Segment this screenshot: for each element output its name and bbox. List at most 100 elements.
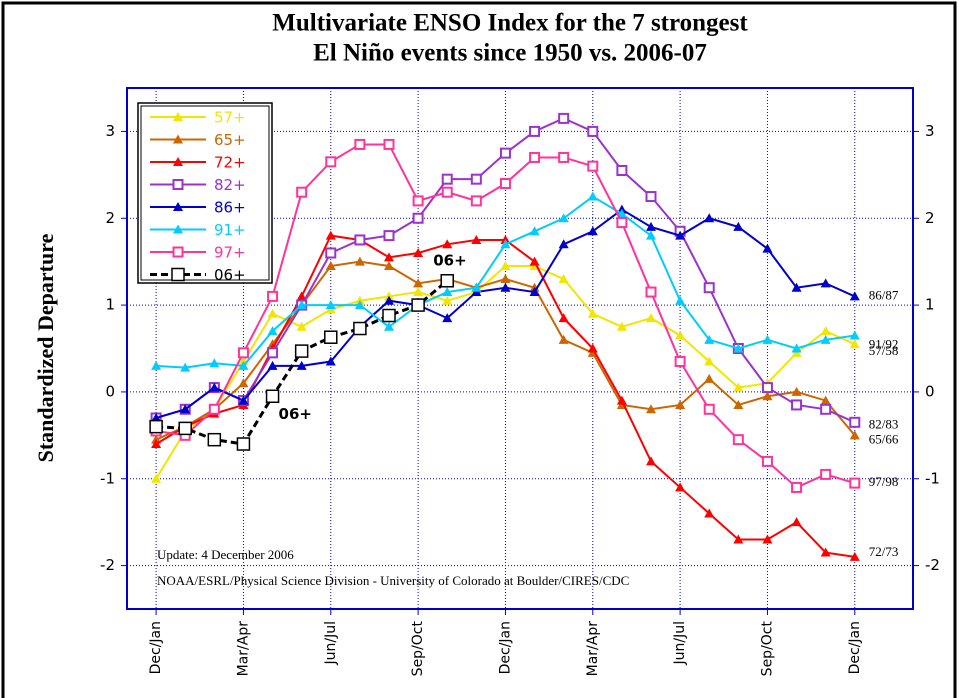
marker [151, 360, 162, 370]
marker [558, 334, 569, 344]
marker [265, 389, 280, 404]
marker [849, 291, 860, 301]
marker [558, 213, 569, 223]
legend-marker [173, 224, 183, 234]
marker [558, 239, 569, 249]
marker [151, 439, 162, 449]
legend-item: 97+ [150, 244, 246, 262]
marker [296, 300, 307, 310]
y-tick-label: 2 [925, 209, 935, 227]
marker [296, 186, 308, 198]
marker [820, 395, 831, 405]
marker [354, 234, 366, 246]
marker [325, 356, 336, 366]
y-axis-label: Standardized Departure [33, 233, 58, 462]
legend-item: 82+ [150, 176, 246, 194]
marker [500, 282, 511, 292]
marker [354, 256, 365, 266]
marker [413, 278, 424, 288]
marker [791, 481, 803, 493]
marker [470, 195, 482, 207]
marker [616, 321, 627, 331]
marker [704, 213, 715, 223]
marker [733, 343, 744, 353]
marker [675, 230, 686, 240]
marker [180, 362, 191, 372]
marker [820, 468, 832, 480]
marker [616, 164, 628, 176]
marker [675, 295, 686, 305]
marker [384, 261, 394, 271]
marker [529, 125, 541, 137]
x-tick-label: Sep/Oct [410, 620, 426, 676]
note: Update: 4 December 2006 [157, 547, 294, 562]
marker [820, 326, 831, 336]
marker [442, 295, 453, 305]
marker [587, 125, 599, 137]
marker [384, 252, 394, 262]
marker [761, 455, 773, 467]
note: NOAA/ESRL/Physical Science Division - Un… [157, 573, 629, 588]
marker [294, 344, 309, 358]
marker [325, 300, 336, 310]
legend-marker [172, 179, 184, 190]
legend-item: 57+ [150, 109, 246, 127]
marker [558, 313, 569, 323]
end-label: 91/92 [869, 336, 899, 351]
marker [180, 404, 191, 414]
marker [442, 239, 453, 249]
marker [325, 230, 336, 240]
marker [558, 151, 570, 163]
x-tick-label: Dec/Jan [847, 621, 863, 674]
marker [412, 195, 424, 207]
legend-label: 72+ [214, 154, 246, 172]
marker [441, 186, 453, 198]
legend-item: 65+ [150, 131, 246, 149]
marker [820, 547, 831, 557]
marker [675, 482, 686, 492]
marker [762, 391, 773, 401]
legend-marker [172, 246, 184, 258]
marker [382, 308, 396, 323]
marker [383, 138, 395, 150]
marker [296, 360, 307, 370]
marker [616, 395, 627, 405]
marker [470, 173, 482, 185]
marker [762, 534, 773, 544]
marker [675, 330, 686, 340]
marker [178, 421, 192, 436]
y-tick-label: -1 [925, 469, 940, 487]
chart-title: Multivariate ENSO Index for the 7 strong… [272, 10, 748, 37]
legend-item: 91+ [150, 221, 246, 239]
end-label: 86/87 [869, 287, 899, 302]
marker [849, 416, 861, 428]
marker [440, 274, 454, 288]
marker [645, 191, 657, 203]
legend-item: 86+ [150, 199, 246, 217]
end-label: 57/58 [869, 343, 899, 358]
marker [238, 378, 249, 388]
y-tick-label: 1 [105, 296, 115, 314]
marker [791, 399, 803, 411]
x-tick-label: Jun/Jul [672, 621, 688, 665]
legend-marker [173, 134, 183, 144]
marker [733, 399, 744, 409]
marker [646, 404, 656, 414]
y-tick-label: 0 [925, 382, 935, 400]
marker [616, 217, 628, 229]
marker [645, 286, 657, 298]
x-tick-label: Dec/Jan [497, 621, 513, 674]
marker [500, 261, 511, 271]
marker [383, 230, 395, 242]
marker [499, 147, 511, 159]
legend-label: 65+ [214, 131, 246, 149]
legend-marker [171, 267, 185, 282]
marker [324, 330, 338, 344]
y-tick-label: 3 [925, 122, 935, 140]
legend-marker [173, 202, 183, 211]
legend-box [137, 102, 273, 284]
marker [733, 534, 744, 544]
marker [354, 300, 365, 310]
marker [761, 382, 773, 394]
